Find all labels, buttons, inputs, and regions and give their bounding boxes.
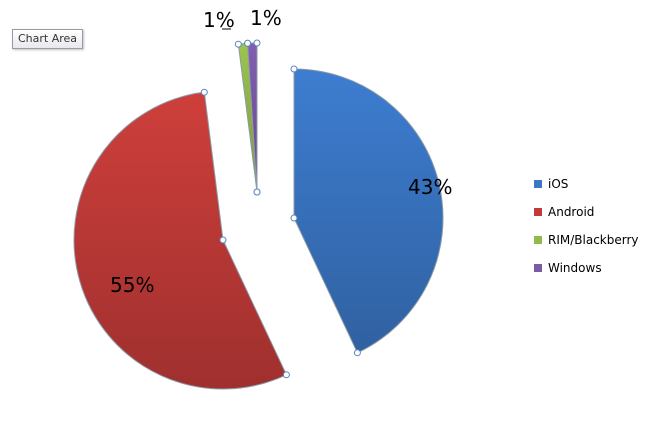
legend-label-ios: iOS <box>548 177 568 191</box>
selection-handle[interactable] <box>219 236 227 244</box>
chart-area-tooltip: Chart Area <box>12 29 84 49</box>
pie-slice-ios[interactable] <box>293 68 444 354</box>
legend-swatch-rim-blackberry <box>534 236 542 244</box>
selection-handle[interactable] <box>234 40 242 48</box>
legend[interactable]: iOS Android RIM/Blackberry Windows <box>534 177 639 275</box>
data-label-android: 55% <box>110 273 154 297</box>
selection-handle[interactable] <box>290 65 298 73</box>
data-label-windows: 1% <box>250 6 282 30</box>
legend-label-rim-blackberry: RIM/Blackberry <box>548 233 639 247</box>
selection-handle[interactable] <box>244 39 252 47</box>
data-label-rim-blackberry: 1% <box>203 8 235 32</box>
selection-handle[interactable] <box>353 349 361 357</box>
data-label-ios: 43% <box>408 175 452 199</box>
legend-swatch-ios <box>534 180 542 188</box>
legend-swatch-android <box>534 208 542 216</box>
selection-handle[interactable] <box>200 88 208 96</box>
selection-handle[interactable] <box>253 39 261 47</box>
legend-label-windows: Windows <box>548 261 602 275</box>
selection-handles <box>200 39 361 379</box>
selection-handle[interactable] <box>282 371 290 379</box>
selection-handle[interactable] <box>290 214 298 222</box>
pie-slice-android[interactable] <box>73 91 288 390</box>
data-labels: 43% 55% 1% 1% <box>110 6 452 297</box>
pie-slices <box>73 42 444 390</box>
legend-label-android: Android <box>548 205 594 219</box>
legend-swatch-windows <box>534 264 542 272</box>
selection-handle[interactable] <box>253 188 261 196</box>
